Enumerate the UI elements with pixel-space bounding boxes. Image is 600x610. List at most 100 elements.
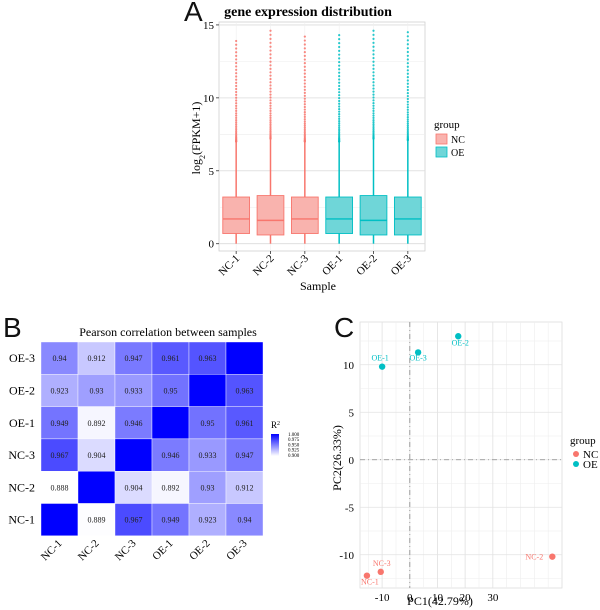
boxplot-outlier-point [303,69,306,72]
boxplot-outlier-point [269,56,272,60]
heatmap-row-label: NC-3 [8,448,35,462]
boxplot-outlier-point [406,94,409,98]
boxplot-outlier-point [303,54,306,57]
boxplot-outlier-point [303,128,306,131]
pca-x-axis-label: PC1(42.79%) [407,594,473,608]
heatmap-cell-value: 0.967 [125,516,143,525]
heatmap-legend-tick: 0.975 [288,438,300,443]
boxplot-outlier-point [303,65,306,68]
pca-legend-marker [573,461,579,467]
boxplot-outlier-point [372,60,375,63]
heatmap-cell [77,406,116,440]
boxplot-outlier-point [406,126,409,129]
heatmap-cell [151,503,190,536]
boxplot-outlier-point [303,120,306,123]
boxplot-outlier-point [269,112,272,115]
heatmap-column-label: NC-3 [113,537,139,563]
boxplot-outlier-point [372,90,375,93]
boxplot-y-tick-label: 10 [203,93,215,105]
boxplot-outlier-point [303,47,306,50]
heatmap-cell [77,374,116,407]
pca-y-axis-label: PC2(26.33%) [330,425,344,491]
pca-y-tick-label: 10 [343,360,355,372]
boxplot-outlier-point [303,35,306,38]
boxplot-outlier-point [235,123,238,126]
heatmap-row-label: OE-2 [9,383,35,397]
pca-x-tick-label: 10 [432,592,444,604]
boxplot-outlier-point [269,93,272,96]
heatmap-cell-value: 0.892 [162,483,180,492]
boxplot-outlier-point [372,67,375,70]
boxplot-outlier-point [406,82,409,85]
boxplot-box [256,195,285,236]
boxplot-outlier-point [372,37,375,40]
boxplot-outlier-point [372,77,375,81]
boxplot-outlier-point [269,84,272,87]
boxplot-outlier-point [303,72,306,75]
boxplot-outlier-point [269,99,272,102]
heatmap-legend-tick: 1.000 [288,433,300,438]
boxplot-outlier-point [269,126,272,129]
boxplot-outlier-point [235,43,238,46]
boxplot-outlier-point [338,75,341,78]
boxplot-outlier-point [338,115,341,118]
boxplot-outlier-point [303,88,306,91]
heatmap-row-label: NC-1 [8,513,35,527]
boxplot-outlier-point [406,131,409,134]
heatmap-cell-value: 0.93 [201,483,215,492]
heatmap-cell-value: 0.923 [199,516,217,525]
pca-point-label: NC-2 [525,553,543,562]
boxplot-y-axis-label-sub: 2 [198,155,207,159]
heatmap-cell [225,471,264,504]
boxplot-outlier-point [338,81,341,84]
heatmap-cell [225,374,264,407]
heatmap-cell-value: 0.933 [125,386,143,395]
heatmap-cell [188,503,227,536]
boxplot-outlier-point [406,122,409,125]
boxplot-y-tick-label: 5 [209,166,215,178]
heatmap-cell [114,438,153,472]
boxplot-outlier-point [269,124,272,128]
panel-label-c: C [334,312,355,343]
boxplot-outlier-point [235,81,238,84]
boxplot-outlier-point [269,114,272,117]
boxplot-outlier-point [235,78,238,81]
boxplot-outlier-point [269,41,272,44]
boxplot-outlier-point [372,84,375,87]
boxplot-y-axis-label: log2(FPKM+1) [189,102,207,175]
boxplot-box [222,196,251,234]
heatmap-cell [114,503,153,536]
boxplot-outlier-point [269,53,272,56]
heatmap-title: Pearson correlation between samples [79,325,257,339]
boxplot-outlier-point [235,58,238,61]
boxplot-outlier-point [406,85,409,89]
boxplot-outlier-point [406,72,409,75]
boxplot-outlier-point [372,114,375,117]
boxplot-outlier-point [406,91,409,95]
boxplot-outlier-point [303,58,306,61]
heatmap-row-label: OE-1 [9,416,35,430]
boxplot-outlier-point [338,133,341,136]
boxplot-outlier-point [406,58,409,61]
boxplot-outlier-point [372,93,375,96]
boxplot-outlier-point [235,84,238,88]
boxplot-outlier-point [338,128,341,131]
heatmap-cell-value: 0.912 [88,354,106,363]
boxplot-outlier-point [338,97,341,100]
pca-legend-marker [573,451,579,457]
boxplot-y-axis-label-rest: (FPKM+1) [189,102,203,155]
boxplot-outlier-point [372,29,375,32]
boxplot-outlier-point [303,62,306,65]
pca-point [377,568,384,576]
boxplot-outlier-point [269,81,272,84]
boxplot-y-tick-label: 0 [209,239,215,251]
boxplot-outlier-point [338,34,341,37]
boxplot-legend: group NC OE [434,119,465,159]
heatmap-cell-value: 0.961 [236,419,254,428]
boxplot-outlier-point [235,65,238,68]
boxplot-outlier-point [338,99,341,103]
boxplot-outlier-point [303,97,306,100]
boxplot-plot-area: 0 5 10 15 NC-1 NC-2 NC-3 OE-1 OE-2 OE-3 [203,20,426,278]
boxplot-outlier-point [235,93,238,96]
